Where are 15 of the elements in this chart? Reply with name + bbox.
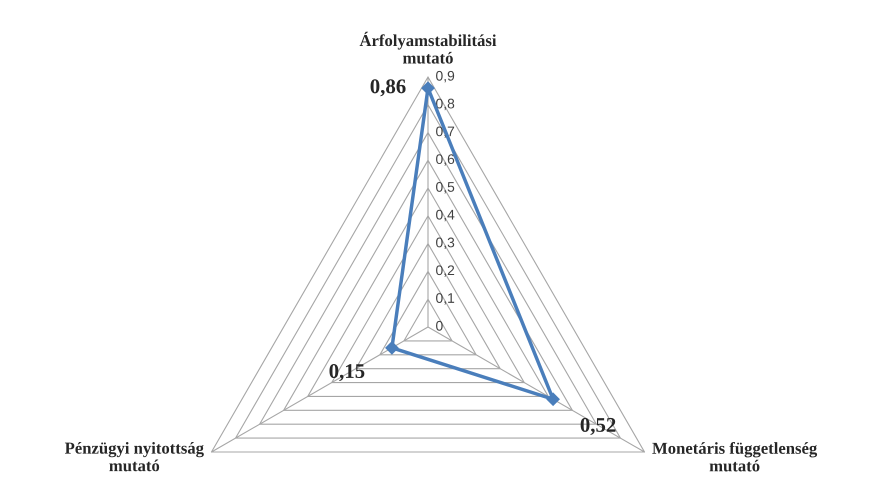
y-tick-label: 0,2: [436, 265, 454, 277]
data-label: 0,15: [329, 364, 364, 382]
spoke-label: Monetáris függetlenség mutató: [652, 442, 818, 472]
data-label: 0,86: [370, 79, 406, 96]
y-tick-label: 0,9: [436, 70, 454, 82]
y-tick-label: 0: [436, 320, 443, 331]
spoke-label: Árfolyamstabilitási mutató: [360, 32, 496, 64]
y-tick-label: 0,6: [436, 154, 454, 166]
y-tick-label: 0,1: [436, 293, 454, 305]
y-tick-label: 0,3: [436, 238, 454, 250]
y-tick-label: 0,5: [436, 182, 454, 194]
y-tick-label: 0,4: [436, 210, 454, 222]
y-tick-label: 0,8: [436, 98, 454, 110]
spoke-label: Pénzügyi nyitottság mutató: [64, 442, 204, 472]
data-label: 0,52: [580, 418, 616, 435]
